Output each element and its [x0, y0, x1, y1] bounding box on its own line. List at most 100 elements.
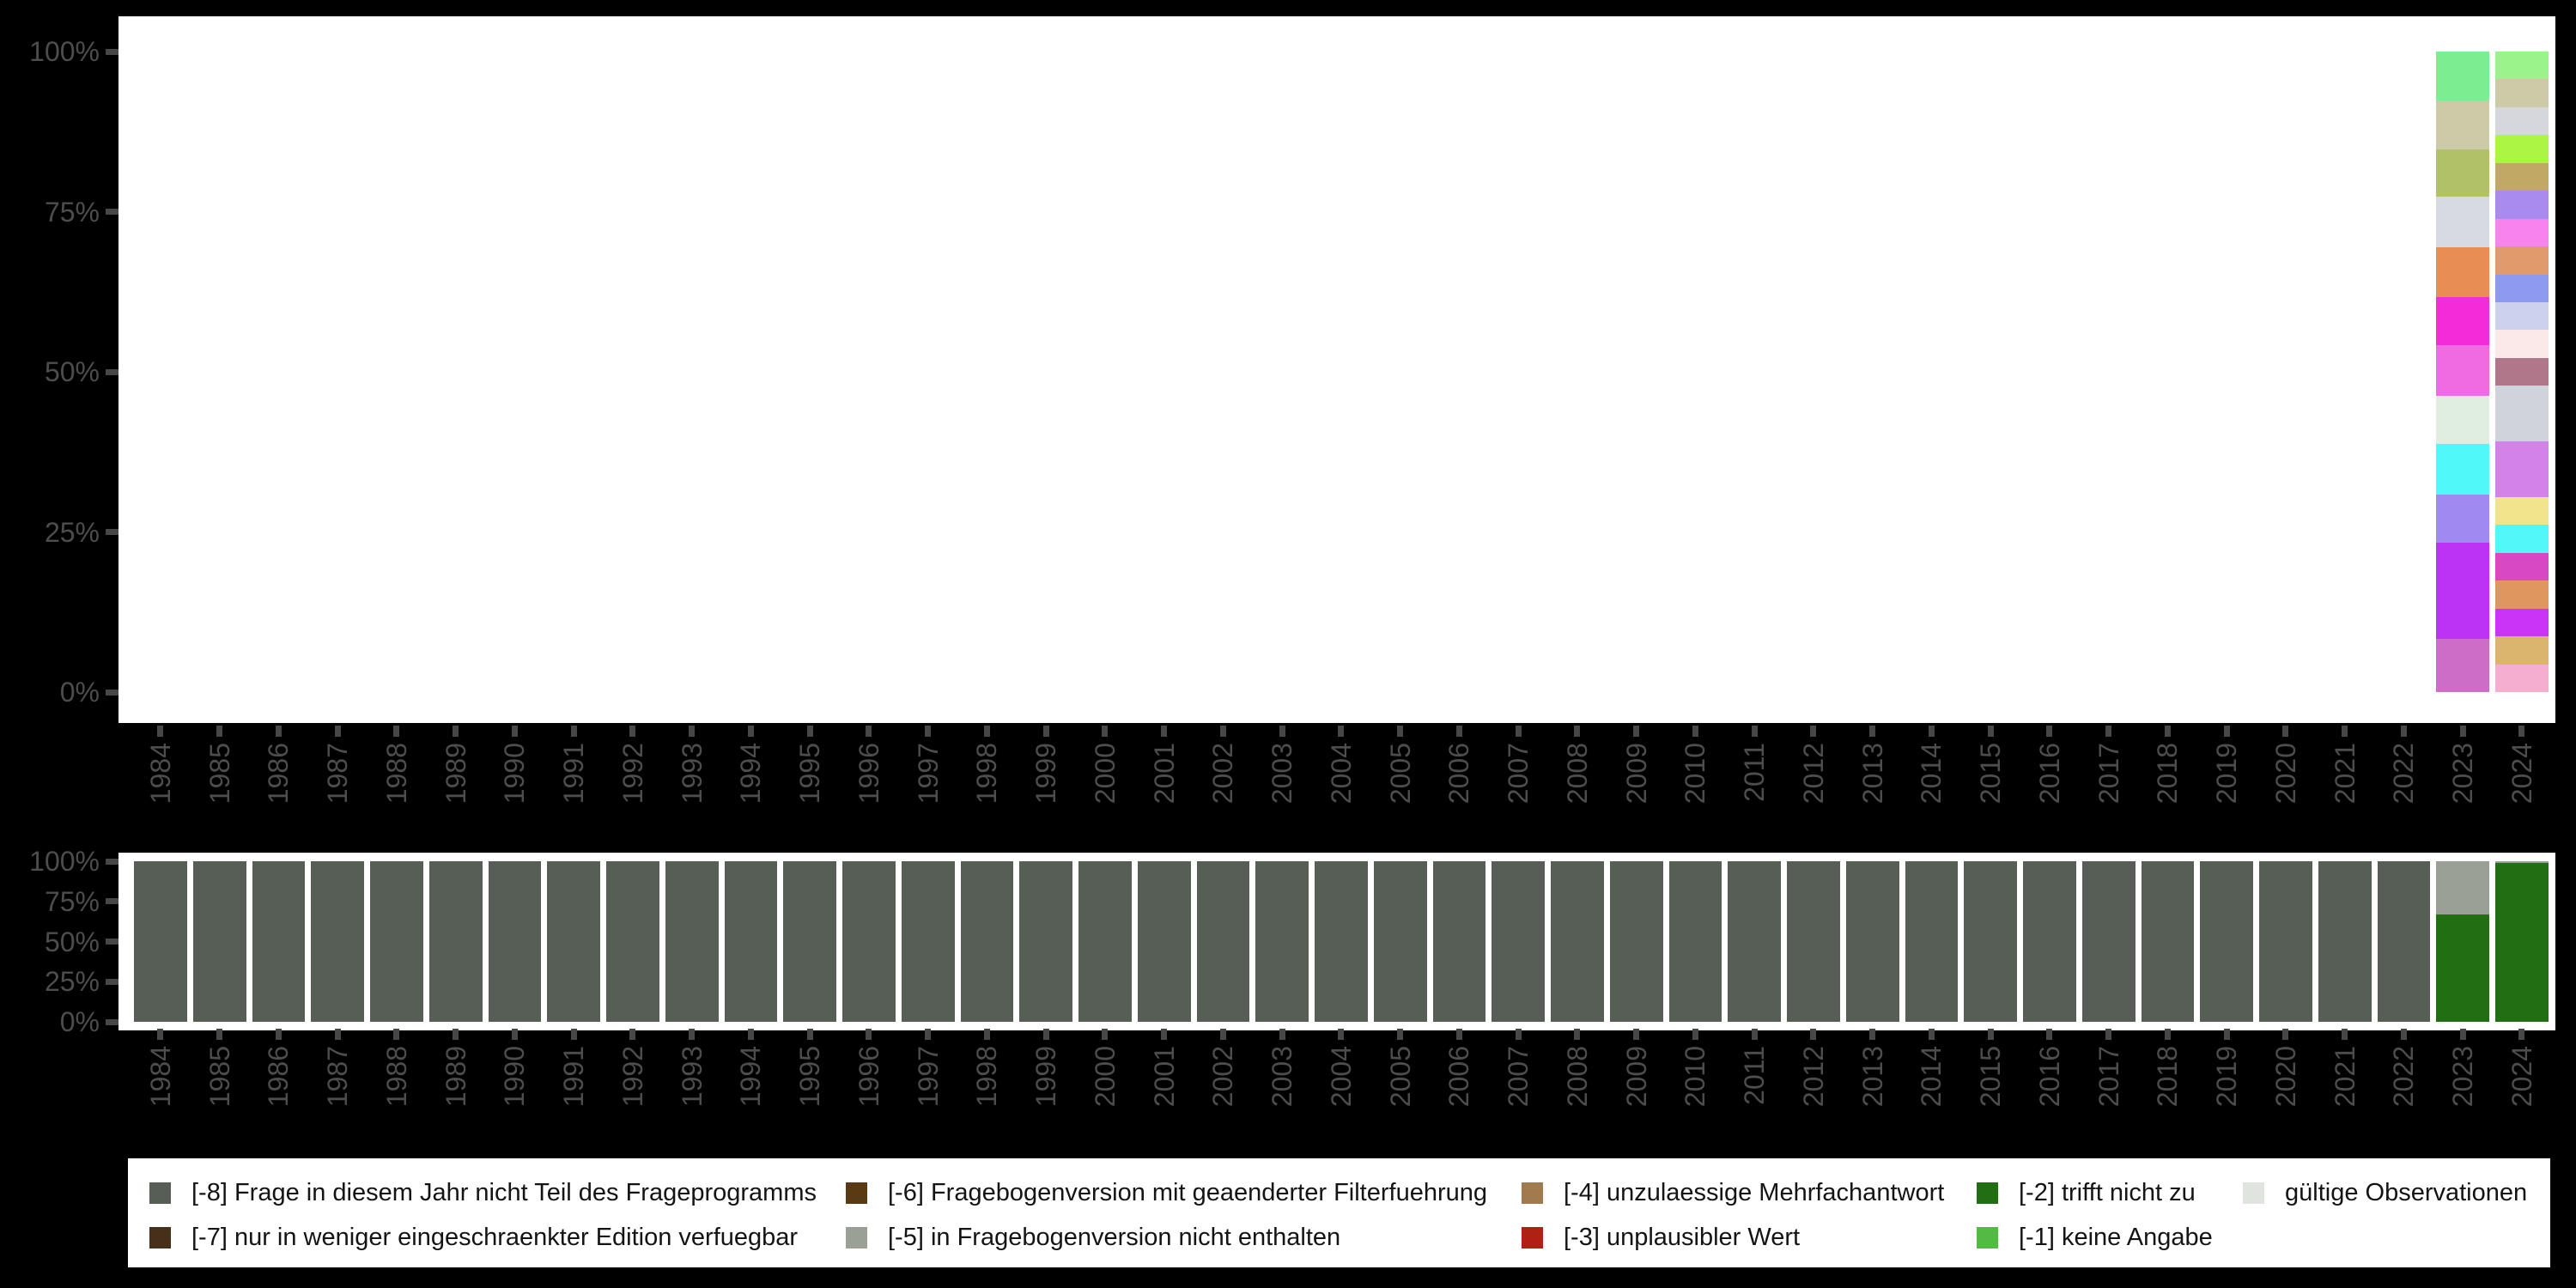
bar-segment	[1668, 861, 1722, 1022]
x-axis-year-label: 2022	[2388, 1046, 2420, 1108]
bar-segment	[2495, 274, 2549, 302]
x-axis-tick-mark	[1338, 726, 1345, 737]
x-axis-year-label: 1987	[322, 1046, 354, 1108]
legend-item: [-8] Frage in diesem Jahr nicht Teil des…	[149, 1181, 817, 1206]
legend-item-label: [-1] keine Angabe	[2019, 1224, 2213, 1251]
x-axis-cell-2010: 2010	[1669, 1029, 1722, 1107]
x-axis-tick-mark	[2282, 726, 2289, 737]
bar-2018	[2141, 861, 2195, 1022]
bar-2006	[1432, 861, 1486, 1022]
bar-segment	[2495, 79, 2549, 107]
x-axis-cell-2005: 2005	[1374, 1029, 1427, 1107]
x-axis-cell-2018: 2018	[2142, 1029, 2195, 1107]
x-axis-year-label: 2006	[1443, 1046, 1475, 1108]
y-axis-tick-mark	[106, 939, 118, 945]
bar-segment	[2495, 608, 2549, 637]
x-axis-tick-mark	[2342, 726, 2348, 737]
x-axis-cell-1998: 1998	[961, 1029, 1014, 1107]
legend-item: [-6] Fragebogenversion mit geaenderter F…	[846, 1181, 1487, 1206]
bar-2005	[1373, 861, 1427, 1022]
bar-2002	[1197, 52, 1250, 692]
bar-2014	[1905, 861, 1959, 1022]
bar-1988	[370, 52, 423, 692]
bar-2006	[1433, 52, 1486, 692]
bar-segment	[2318, 861, 2372, 1022]
bar-segment	[2436, 246, 2489, 298]
x-axis-tick-mark	[1042, 726, 1049, 737]
x-axis-cell-2003: 2003	[1255, 1029, 1309, 1107]
x-axis-cell-2004: 2004	[1315, 726, 1368, 804]
x-axis-tick-mark	[2518, 726, 2525, 737]
x-axis-cell-2011: 2011	[1728, 1029, 1781, 1107]
x-axis-year-label: 1998	[971, 1046, 1003, 1108]
x-axis-tick-mark	[983, 726, 990, 737]
bar-segment	[2141, 861, 2195, 1022]
bar-2016	[2023, 52, 2076, 692]
bar-segment	[2436, 861, 2489, 914]
bar-2020	[2259, 52, 2312, 692]
bar-segment	[783, 861, 836, 1022]
x-axis-cell-2009: 2009	[1610, 726, 1663, 804]
bar-1990	[489, 52, 542, 692]
x-axis-cell-2020: 2020	[2259, 726, 2312, 804]
y-axis-label: 100%	[29, 36, 100, 67]
bar-segment	[428, 861, 483, 1022]
bar-2005	[1374, 52, 1427, 692]
x-axis-tick-mark	[1397, 1029, 1404, 1040]
x-axis-cell-1992: 1992	[606, 726, 659, 804]
x-axis-tick-mark	[2400, 1029, 2407, 1040]
x-axis-tick-mark	[1042, 1029, 1049, 1040]
bar-1993	[665, 52, 719, 692]
x-axis-tick-mark	[275, 726, 282, 737]
bar-2022	[2378, 52, 2431, 692]
x-axis-year-label: 2005	[1384, 743, 1416, 805]
bar-2001	[1137, 861, 1191, 1022]
x-axis-year-label: 2010	[1680, 743, 1711, 805]
bar-1984	[134, 52, 187, 692]
x-axis-tick-mark	[1633, 1029, 1640, 1040]
bar-2010	[1668, 861, 1722, 1022]
x-axis-tick-mark	[1987, 1029, 1994, 1040]
bar-2004	[1315, 861, 1368, 1022]
x-axis-cell-1990: 1990	[489, 1029, 542, 1107]
bar-2021	[2318, 52, 2372, 692]
bar-segment	[2495, 52, 2549, 80]
bar-segment	[547, 861, 600, 1022]
bar-2018	[2142, 52, 2195, 692]
x-axis-tick-mark	[1574, 1029, 1581, 1040]
x-axis-tick-mark	[511, 1029, 518, 1040]
x-axis-year-label: 1988	[380, 743, 412, 805]
bar-segment	[606, 861, 659, 1022]
x-axis-year-label: 1986	[263, 1046, 295, 1108]
x-axis-cell-2000: 2000	[1078, 726, 1132, 804]
bar-segment	[1432, 861, 1486, 1022]
x-axis-year-label: 2021	[2329, 1046, 2360, 1108]
x-axis-year-label: 1990	[499, 1046, 531, 1108]
bar-1991	[547, 861, 600, 1022]
bar-segment	[2495, 862, 2549, 1022]
bar-segment	[2436, 149, 2489, 197]
x-axis-cell-2015: 2015	[1964, 726, 2017, 804]
bar-1996	[842, 52, 896, 692]
x-axis-tick-mark	[393, 1029, 400, 1040]
bar-1991	[547, 52, 600, 692]
x-axis-cell-2004: 2004	[1315, 1029, 1368, 1107]
y-axis-tick-mark	[106, 368, 118, 375]
x-axis-tick-mark	[216, 1029, 223, 1040]
x-axis-year-label: 1997	[912, 743, 944, 805]
x-axis-year-label: 1990	[499, 743, 531, 805]
legend-column-3: [-4] unzulaessige Mehrfachantwort [-3] un…	[1522, 1181, 1944, 1250]
x-axis-year-label: 2015	[1975, 743, 2007, 805]
bar-2007	[1492, 52, 1545, 692]
x-axis-year-label: 2017	[2093, 743, 2124, 805]
bar-1989	[428, 861, 483, 1022]
y-axis-label: 25%	[44, 966, 100, 998]
legend-column-4: [-2] trifft nicht zu [-1] keine Angabe	[1977, 1181, 2213, 1251]
x-axis-cell-2016: 2016	[2023, 726, 2076, 804]
bar-1987	[311, 861, 364, 1022]
x-axis-cell-2014: 2014	[1905, 726, 1959, 804]
bar-segment	[2495, 162, 2549, 191]
x-axis-year-label: 2003	[1267, 743, 1298, 805]
x-axis-tick-mark	[2342, 1029, 2348, 1040]
x-axis-cell-2006: 2006	[1433, 726, 1486, 804]
